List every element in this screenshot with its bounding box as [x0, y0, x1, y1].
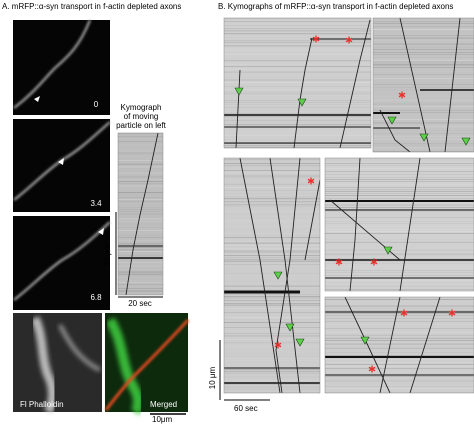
frame-1 — [13, 119, 111, 212]
asterisk-stroke — [307, 178, 315, 184]
triangle-marker — [285, 323, 295, 332]
moving-track — [349, 158, 361, 291]
moving-track — [379, 297, 401, 393]
kymograph-label: of moving — [124, 112, 159, 121]
triangle-marker — [419, 133, 429, 142]
frame-2 — [13, 216, 111, 310]
asterisk-stroke — [400, 310, 408, 316]
asterisk — [398, 91, 406, 99]
triangle-marker — [387, 116, 397, 125]
kymograph-bg — [224, 158, 320, 393]
moving-track — [339, 19, 371, 148]
kymograph-border — [324, 296, 474, 394]
triangle-marker — [360, 336, 370, 345]
kymograph — [224, 18, 371, 148]
triangle-marker — [273, 271, 283, 280]
asterisk-stroke — [448, 310, 456, 316]
kymograph-scale-y: 10 μm — [103, 243, 112, 266]
frame-0 — [13, 19, 110, 115]
triangle-marker — [461, 137, 471, 146]
moving-track — [275, 158, 301, 393]
moving-track — [269, 158, 301, 393]
moving-track — [409, 297, 441, 393]
asterisk-stroke — [335, 259, 343, 265]
stain-label: Fl Phalloidin — [20, 400, 64, 409]
merged-label: Merged — [150, 400, 177, 409]
time-label: 6.8 — [90, 293, 102, 302]
asterisk — [307, 177, 315, 185]
b-scale-y: 10 μm — [208, 366, 217, 389]
asterisk — [312, 35, 320, 43]
kymograph-border — [223, 17, 372, 149]
moving-track — [399, 158, 421, 291]
kymograph — [325, 158, 474, 291]
panel-a-title: A. mRFP::α-syn transport in f-actin depl… — [2, 2, 181, 11]
kymograph-bg — [224, 18, 371, 148]
asterisk-stroke — [398, 92, 406, 98]
moving-track — [293, 37, 313, 148]
kymograph-label: particle on left — [116, 121, 167, 130]
asterisk-stroke — [368, 366, 376, 372]
asterisk-stroke — [312, 36, 320, 42]
kymograph-scale-x: 20 sec — [128, 299, 152, 308]
asterisk — [335, 258, 343, 266]
triangle-marker — [297, 98, 307, 107]
kymograph-label: Kymograph — [121, 103, 162, 112]
phalloidin-image — [13, 313, 102, 415]
time-label: 0 — [94, 100, 99, 109]
moving-track — [239, 158, 281, 393]
asterisk — [400, 309, 408, 317]
triangle-marker — [234, 87, 244, 96]
asterisk — [274, 341, 282, 349]
moving-track — [304, 179, 320, 261]
kymograph — [224, 158, 320, 393]
asterisk-stroke — [370, 259, 378, 265]
panel-b-title: B. Kymographs of mRFP::α-syn transport i… — [218, 2, 453, 11]
kymograph — [373, 18, 474, 152]
kymograph-bg — [325, 158, 474, 291]
asterisk — [448, 309, 456, 317]
moving-track — [444, 18, 461, 152]
asterisk-stroke — [274, 342, 282, 348]
triangle-marker — [383, 246, 393, 255]
scale-bar-label: 10μm — [152, 415, 173, 424]
moving-track — [379, 109, 411, 152]
triangle-marker — [295, 338, 305, 347]
time-label: 3.4 — [90, 199, 102, 208]
kymograph-border — [117, 132, 164, 296]
kymograph — [118, 133, 163, 295]
moving-track — [399, 18, 431, 152]
kymograph-border — [324, 157, 474, 292]
merged-image — [104, 313, 190, 415]
asterisk — [345, 36, 353, 44]
moving-track — [125, 133, 159, 295]
asterisk — [368, 365, 376, 373]
kymograph-border — [223, 157, 321, 394]
b-scale-x: 60 sec — [234, 404, 258, 413]
asterisk — [370, 258, 378, 266]
asterisk-stroke — [345, 37, 353, 43]
moving-track — [235, 69, 241, 148]
kymograph — [325, 297, 474, 393]
kymograph-border — [372, 17, 474, 153]
